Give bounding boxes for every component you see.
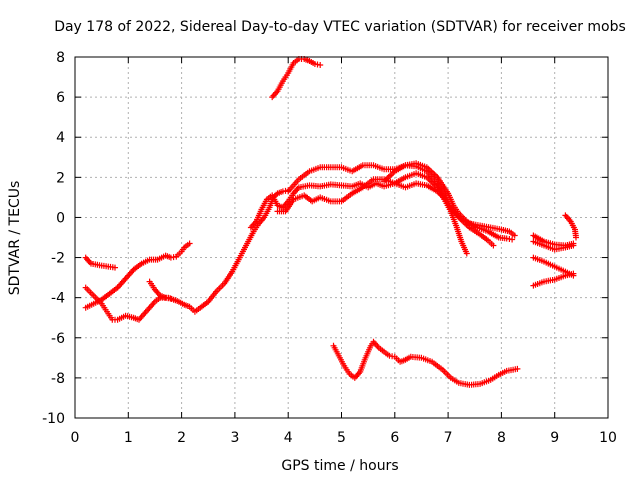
data-point (112, 264, 118, 271)
series-arc-mid-high (269, 56, 324, 101)
series-arc-early-main (82, 240, 193, 311)
axis-ticks (74, 56, 609, 419)
y-tick-label: -4 (51, 291, 65, 307)
x-tick-label: 7 (444, 430, 453, 446)
x-tick-label: 9 (550, 430, 559, 446)
series-arc-late-d (530, 270, 577, 289)
series-arc-late-c (530, 254, 577, 279)
data-point (570, 270, 577, 277)
series-arc-late-e (562, 212, 579, 241)
x-tick-label: 8 (497, 430, 506, 446)
x-tick-label: 2 (177, 430, 186, 446)
series-arc-late-a (530, 232, 577, 249)
series-arc-mid-low (330, 338, 521, 388)
y-tick-label: 6 (56, 90, 65, 106)
y-axis-label: SDTVAR / TECUs (7, 181, 23, 296)
y-tick-label: -2 (51, 251, 65, 267)
data-point (317, 62, 324, 68)
y-tick-label: 0 (56, 210, 65, 226)
x-axis-label: GPS time / hours (281, 458, 398, 474)
x-tick-label: 4 (284, 430, 293, 446)
y-tick-label: 2 (56, 170, 65, 186)
series-arc-late-b (530, 238, 577, 253)
data-point (514, 365, 521, 372)
x-tick-label: 3 (230, 430, 239, 446)
x-tick-label: 1 (124, 430, 133, 446)
data-point (573, 234, 579, 241)
series-arc-early-dip (146, 278, 174, 302)
data-point (570, 242, 577, 249)
series-arc-early-low (82, 187, 292, 323)
data-point (167, 295, 174, 302)
series-arc-early-high (82, 254, 118, 271)
x-tick-label: 10 (599, 430, 617, 446)
x-tick-label: 6 (390, 430, 399, 446)
tick-labels: 0 1 2 3 4 5 6 7 8 9 10 -10 -8 -6 -4 -2 0 2 4 6 8 (42, 50, 617, 446)
data-point (490, 242, 497, 249)
y-tick-label: -10 (42, 411, 65, 427)
data-point (511, 232, 518, 239)
data-point (186, 240, 193, 247)
x-tick-label: 0 (71, 430, 80, 446)
data-point (463, 250, 470, 257)
series-arc-rise-d (381, 162, 497, 249)
y-tick-label: -6 (51, 331, 65, 347)
grid-lines (75, 57, 608, 418)
chart-title: Day 178 of 2022, Sidereal Day-to-day VTE… (54, 19, 626, 35)
y-tick-label: 8 (56, 50, 65, 66)
x-tick-label: 5 (337, 430, 346, 446)
y-tick-label: -8 (51, 371, 65, 387)
series-arc-rise-c (285, 160, 516, 243)
series-layer (82, 56, 579, 388)
y-tick-label: 4 (56, 130, 65, 146)
data-point (509, 236, 516, 243)
